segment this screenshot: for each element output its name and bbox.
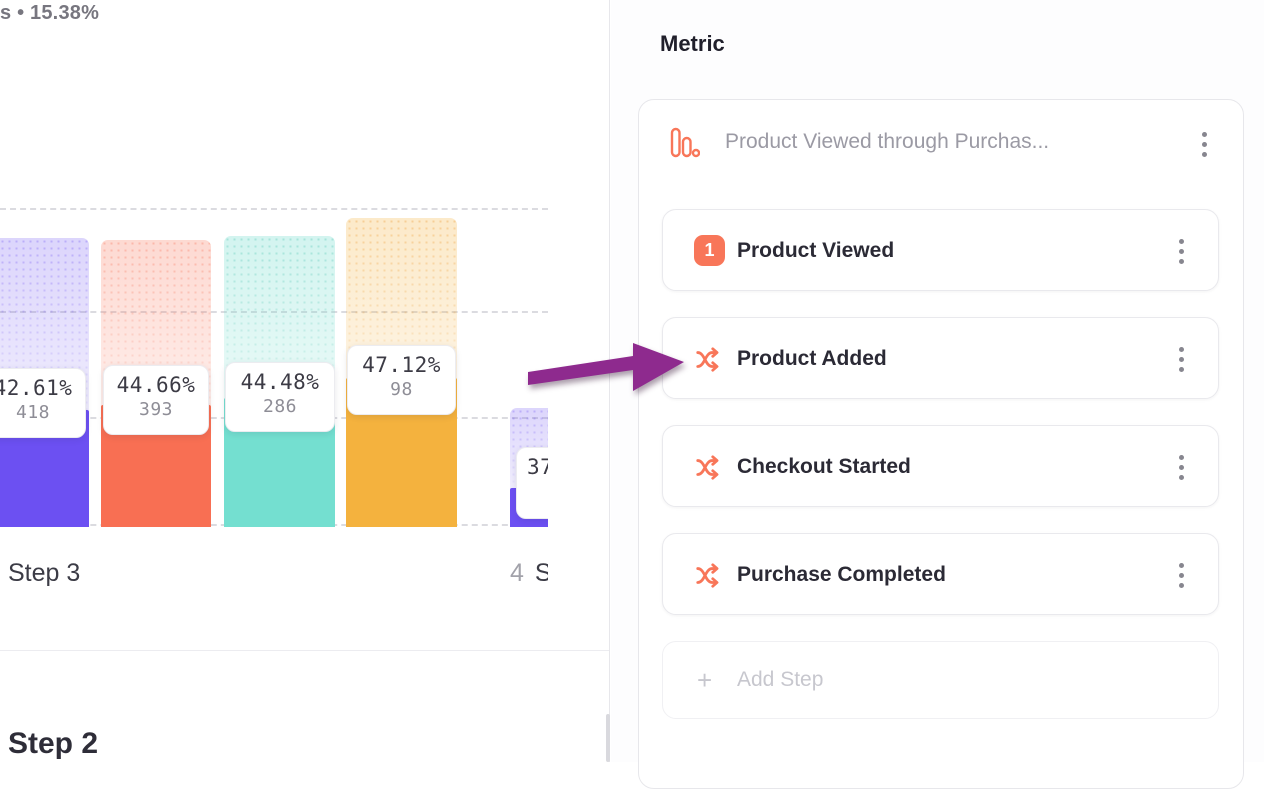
funnel-step-checkout-started[interactable]: Checkout Started <box>662 425 1219 507</box>
kebab-menu-icon[interactable] <box>1172 558 1190 592</box>
legend-summary-text: s • 15.38% <box>0 2 100 24</box>
kebab-menu-icon[interactable] <box>1172 450 1190 484</box>
funnel-step-product-added[interactable]: Product Added <box>662 317 1219 399</box>
kebab-menu-icon[interactable] <box>1172 234 1190 268</box>
kebab-menu-icon[interactable] <box>1172 342 1190 376</box>
metric-definition-card[interactable]: Product Viewed through Purchas... 1 Prod… <box>638 99 1244 789</box>
kebab-menu-icon[interactable] <box>1195 127 1213 161</box>
scrollbar-thumb[interactable] <box>606 714 610 762</box>
bar-value-label: 44.48% 286 <box>225 362 335 432</box>
panel-title: Metric <box>660 31 725 56</box>
plus-icon: + <box>697 665 713 695</box>
funnel-step-product-viewed[interactable]: 1 Product Viewed <box>662 209 1219 291</box>
metric-panel: Metric Product Viewed through Purchas...… <box>611 0 1264 789</box>
step-number-badge: 1 <box>694 235 725 266</box>
xaxis-label-step3: Step 3 <box>8 559 81 587</box>
bar-value-label: 42.61% 418 <box>0 368 86 438</box>
shuffle-icon <box>694 560 724 590</box>
bar-value-label: 37 <box>516 447 548 519</box>
funnel-step-purchase-completed[interactable]: Purchase Completed <box>662 533 1219 615</box>
bar-value-label: 47.12% 98 <box>347 345 456 415</box>
metric-name: Product Viewed through Purchas... <box>725 130 1050 153</box>
funnel-chart: 42.61% 418 44.66% 393 44.48% 286 47.12% … <box>0 0 548 600</box>
funnel-chart-panel: s • 15.38% 42.61% 418 44.66% 393 4 <box>0 0 610 762</box>
shuffle-icon <box>694 344 724 374</box>
shuffle-icon <box>694 452 724 482</box>
funnel-chart-icon <box>670 127 701 159</box>
gridline <box>0 208 548 210</box>
bar-value-label: 44.66% 393 <box>103 365 209 435</box>
add-step-button[interactable]: + Add Step <box>662 641 1219 719</box>
next-section-title: Step 2 <box>8 727 99 760</box>
section-divider <box>0 650 609 651</box>
